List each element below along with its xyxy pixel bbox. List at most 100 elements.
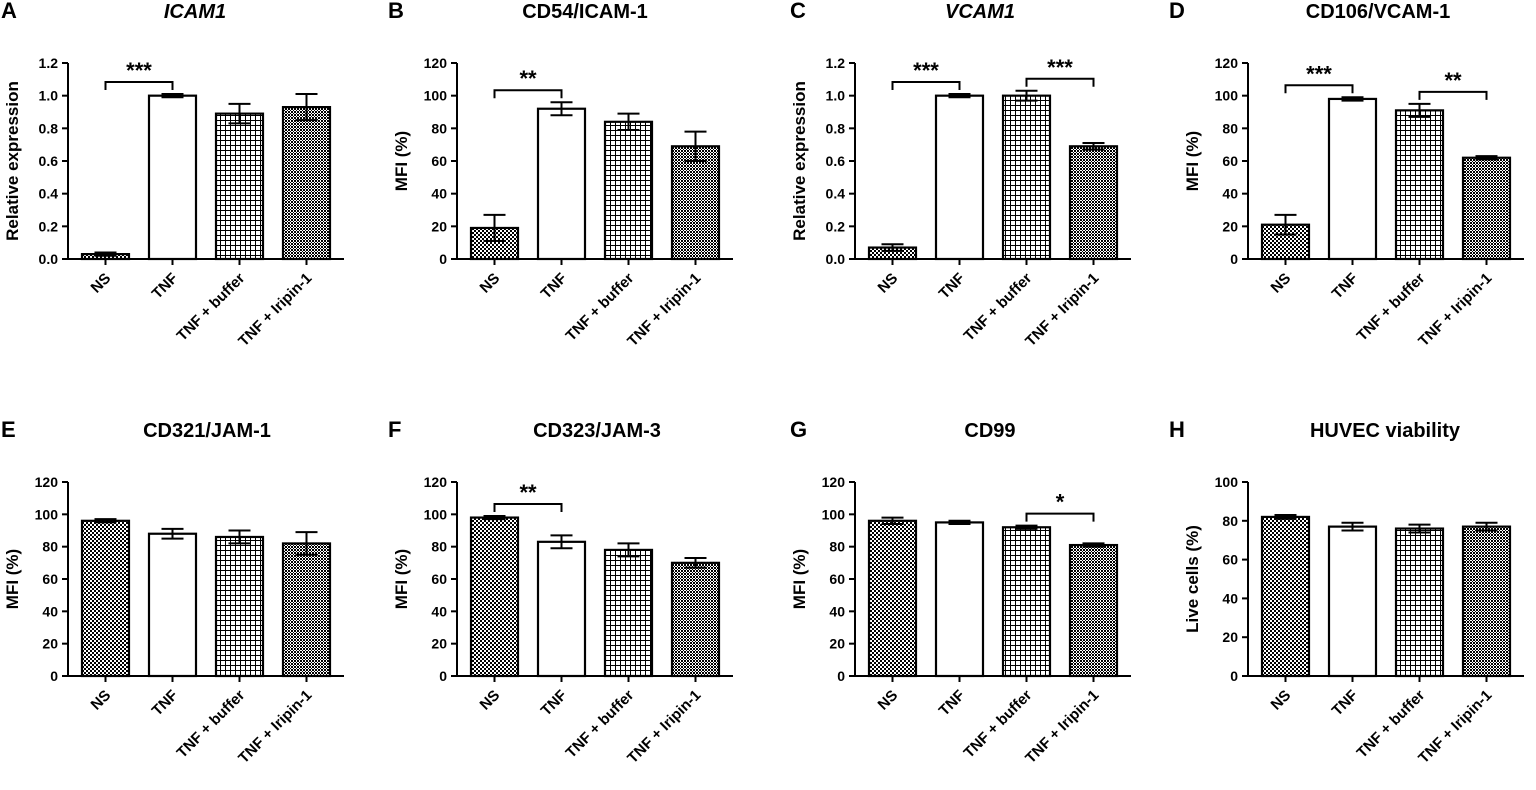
y-tick-label: 40 xyxy=(1222,186,1238,202)
y-tick-label: 100 xyxy=(1215,474,1239,490)
significance-bracket xyxy=(891,81,961,91)
y-tick-label: 80 xyxy=(431,539,447,555)
y-tick-label: 40 xyxy=(829,603,845,619)
x-tick-label: NS xyxy=(1268,687,1295,714)
y-tick-label: 60 xyxy=(42,571,58,587)
chart-panel-c: C VCAM1 Relative expression 0.0 0.2 0.4 0.6 0.8… xyxy=(790,0,1131,350)
y-tick-label: 1.2 xyxy=(826,55,846,71)
panel-letter: D xyxy=(1169,0,1185,23)
x-tick-label: TNF xyxy=(538,270,571,303)
panel-letter: B xyxy=(388,0,404,23)
significance-bracket xyxy=(1025,512,1095,522)
chart-panel-a: A ICAM1 Relative expression 0.0 0.2 0.4 0.6 0.8… xyxy=(1,0,344,350)
x-tick-label: NS xyxy=(88,687,115,714)
significance-label: ** xyxy=(519,66,537,91)
x-tick-label: TNF + buffer xyxy=(1354,687,1429,762)
bar-tnf xyxy=(536,107,587,261)
y-axis-label: Relative expression xyxy=(3,81,22,241)
y-tick-label: 20 xyxy=(1222,218,1238,234)
x-tick-label: TNF + buffer xyxy=(563,687,638,762)
y-tick-label: 80 xyxy=(42,539,58,555)
x-tick-label: NS xyxy=(875,687,902,714)
x-tick-label: TNF + buffer xyxy=(961,687,1036,762)
y-tick-label: 40 xyxy=(1222,590,1238,606)
bar-tnf-buffer xyxy=(214,112,265,261)
bar-tnf-iripin-1 xyxy=(281,542,332,678)
y-tick-label: 60 xyxy=(1222,153,1238,169)
y-tick-label: 20 xyxy=(431,218,447,234)
significance-label: *** xyxy=(126,58,152,83)
y-tick-label: 0.0 xyxy=(39,251,59,267)
chart-title: CD54/ICAM-1 xyxy=(522,1,648,23)
y-tick-label: 100 xyxy=(424,506,448,522)
y-tick-label: 1.0 xyxy=(39,88,59,104)
chart-title: ICAM1 xyxy=(164,1,226,23)
x-tick-label: TNF + buffer xyxy=(174,687,249,762)
y-tick-label: 40 xyxy=(42,603,58,619)
y-tick-label: 0.8 xyxy=(39,120,59,136)
y-tick-label: 0 xyxy=(1230,251,1238,267)
y-tick-label: 60 xyxy=(431,153,447,169)
y-tick-label: 0.8 xyxy=(826,120,846,136)
significance-bracket xyxy=(1418,90,1488,100)
chart-title: HUVEC viability xyxy=(1310,420,1461,442)
y-axis-label: MFI (%) xyxy=(3,549,22,609)
bar-tnf-buffer xyxy=(1001,526,1052,678)
bar-tnf-iripin-1 xyxy=(670,145,721,261)
y-tick-label: 80 xyxy=(431,120,447,136)
chart-panel-f: F CD323/JAM-3 MFI (%) 0 20 40 60 80 100 120 NS TNFT… xyxy=(388,417,733,767)
y-tick-label: 0 xyxy=(439,668,447,684)
y-tick-label: 40 xyxy=(431,186,447,202)
significance-label: *** xyxy=(1306,61,1332,86)
y-tick-label: 0 xyxy=(837,668,845,684)
x-tick-label: NS xyxy=(1268,270,1295,297)
y-tick-label: 0.4 xyxy=(826,186,846,202)
significance-bracket xyxy=(104,81,174,91)
x-tick-label: NS xyxy=(88,270,115,297)
bar-tnf-iripin-1 xyxy=(670,561,721,678)
y-axis-label: Relative expression xyxy=(790,81,809,241)
y-tick-label: 120 xyxy=(35,474,59,490)
bar-tnf xyxy=(1327,97,1378,261)
x-tick-label: TNF xyxy=(1329,687,1362,720)
bar-tnf xyxy=(934,94,985,261)
y-tick-label: 120 xyxy=(424,55,448,71)
x-tick-label: TNF + buffer xyxy=(174,270,249,345)
y-axis-label: MFI (%) xyxy=(392,131,411,191)
y-tick-label: 60 xyxy=(1222,552,1238,568)
bar-tnf-iripin-1 xyxy=(281,105,332,261)
chart-title: CD321/JAM-1 xyxy=(143,420,271,442)
bar-tnf xyxy=(934,521,985,678)
panel-letter: C xyxy=(790,0,806,23)
significance-label: ** xyxy=(1444,68,1462,93)
y-tick-label: 100 xyxy=(35,506,59,522)
significance-bracket xyxy=(1284,84,1354,94)
bar-tnf-iripin-1 xyxy=(1068,145,1119,261)
chart-panel-d: D CD106/VCAM-1 MFI (%) 0 20 40 60 80 100 120 NS TNF… xyxy=(1169,0,1524,350)
panel-letter: E xyxy=(1,417,16,442)
y-tick-label: 20 xyxy=(42,636,58,652)
bar-ns xyxy=(469,516,520,678)
y-tick-label: 0 xyxy=(50,668,58,684)
y-tick-label: 1.0 xyxy=(826,88,846,104)
bar-tnf-buffer xyxy=(1394,109,1445,261)
chart-title: VCAM1 xyxy=(945,1,1015,23)
significance-bracket xyxy=(493,502,563,512)
chart-panel-e: E CD321/JAM-1 MFI (%) 0 20 40 60 80 100 120 NS TNFT… xyxy=(1,417,344,767)
x-tick-label: NS xyxy=(875,270,902,297)
x-tick-label: TNF + buffer xyxy=(1354,270,1429,345)
bar-tnf xyxy=(536,540,587,678)
bar-tnf-buffer xyxy=(1394,527,1445,678)
bar-tnf xyxy=(1327,525,1378,678)
panel-letter: A xyxy=(1,0,17,23)
bar-tnf-buffer xyxy=(1001,94,1052,261)
x-tick-label: TNF xyxy=(936,687,969,720)
y-tick-label: 80 xyxy=(829,539,845,555)
y-tick-label: 120 xyxy=(1215,55,1239,71)
y-tick-label: 60 xyxy=(431,571,447,587)
bar-ns xyxy=(867,519,918,678)
y-tick-label: 120 xyxy=(424,474,448,490)
bar-ns xyxy=(1260,515,1311,678)
bar-ns xyxy=(80,519,131,678)
